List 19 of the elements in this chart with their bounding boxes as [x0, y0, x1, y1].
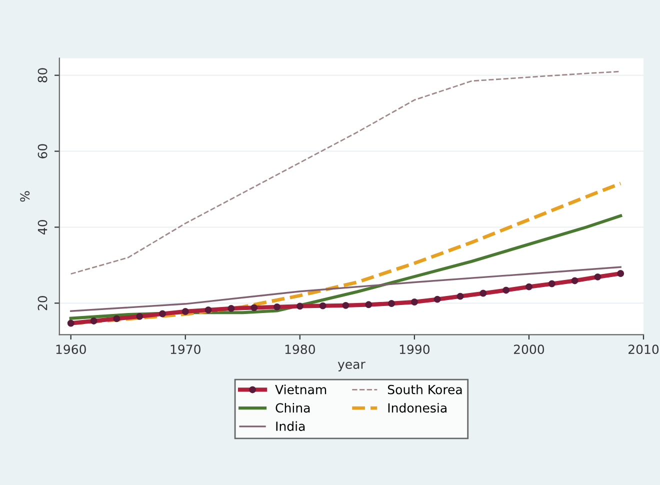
legend-label: South Korea [388, 384, 462, 394]
line-series [70, 266, 622, 312]
x-tick-label: 1990 [400, 344, 430, 354]
legend-label: India [276, 421, 305, 431]
y-tick-label: 20 [38, 296, 48, 310]
x-tick-label: 2010 [628, 344, 659, 354]
legend-label: Indonesia [388, 402, 446, 413]
legend-label: Vietnam [275, 384, 326, 394]
legend-label: China [276, 402, 310, 413]
line-series [70, 70, 622, 275]
y-tick-label: 40 [38, 220, 48, 235]
y-tick-label: 80 [38, 68, 48, 82]
y-axis-title: % [20, 191, 30, 202]
y-tick-label: 60 [38, 144, 48, 158]
x-tick-label: 1980 [285, 344, 315, 354]
x-axis-title: year [338, 362, 366, 372]
x-tick-label: 1970 [170, 344, 200, 354]
x-tick-label: 2000 [514, 344, 544, 354]
x-tick-label: 1960 [56, 344, 86, 354]
